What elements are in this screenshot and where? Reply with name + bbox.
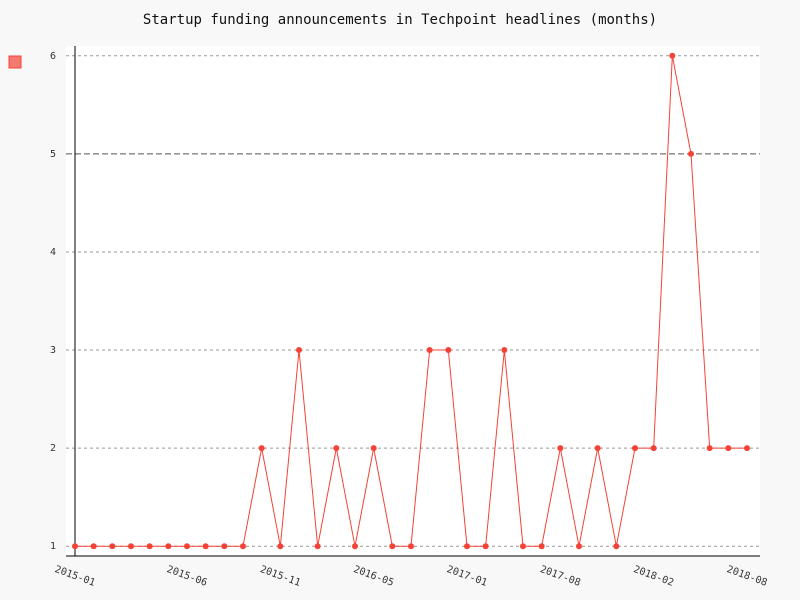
- point: [464, 543, 470, 550]
- point: [314, 543, 321, 550]
- point: [426, 347, 433, 354]
- point: [632, 445, 638, 452]
- point: [128, 543, 134, 550]
- plot-background: [66, 46, 760, 556]
- x-tick-label: 2015-01: [53, 564, 96, 589]
- y-tick-label: 4: [50, 247, 56, 258]
- x-tick-label: 2018-08: [725, 564, 768, 589]
- point: [576, 543, 582, 550]
- point: [202, 543, 209, 550]
- point: [370, 445, 377, 452]
- point: [501, 347, 508, 354]
- x-tick-label: 2015-06: [165, 564, 208, 589]
- x-tick-label: 2017-08: [538, 564, 581, 589]
- point: [165, 543, 172, 550]
- y-tick-label: 6: [50, 51, 56, 62]
- point: [445, 347, 452, 354]
- point: [520, 543, 526, 550]
- point: [352, 543, 358, 550]
- x-tick-label: 2018-02: [632, 564, 675, 589]
- point: [594, 445, 601, 452]
- chart-title: Startup funding announcements in Techpoi…: [143, 12, 657, 28]
- y-tick-label: 5: [50, 149, 56, 160]
- x-tick-label: 2017-01: [445, 564, 488, 589]
- point: [650, 445, 657, 452]
- point: [725, 445, 732, 452]
- point: [72, 543, 78, 550]
- x-tick-label: 2016-05: [352, 564, 395, 589]
- point: [184, 543, 190, 550]
- point: [744, 445, 750, 452]
- point: [613, 543, 620, 550]
- point: [258, 445, 265, 452]
- point: [482, 543, 489, 550]
- legend-swatch: [8, 55, 22, 69]
- point: [669, 52, 676, 59]
- y-tick-label: 2: [50, 443, 56, 454]
- point: [389, 543, 396, 550]
- point: [688, 150, 694, 157]
- point: [408, 543, 414, 550]
- y-tick-label: 3: [50, 345, 56, 356]
- point: [146, 543, 153, 550]
- point: [277, 543, 284, 550]
- x-tick-label: 2015-11: [258, 564, 301, 589]
- point: [296, 347, 302, 354]
- point: [90, 543, 97, 550]
- point: [240, 543, 246, 550]
- point: [706, 445, 713, 452]
- point: [109, 543, 116, 550]
- point: [333, 445, 340, 452]
- point: [538, 543, 545, 550]
- point: [557, 445, 564, 452]
- point: [221, 543, 228, 550]
- y-tick-label: 1: [50, 541, 56, 552]
